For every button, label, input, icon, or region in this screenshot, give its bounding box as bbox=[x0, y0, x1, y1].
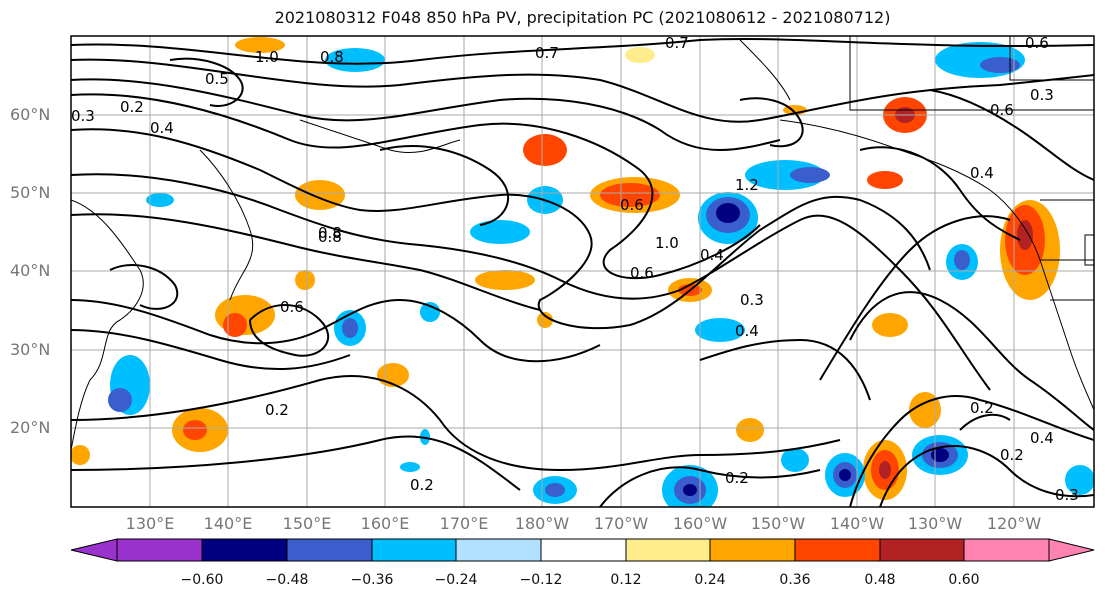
colorbar-low-extend bbox=[70, 538, 118, 562]
colorbar-swatch bbox=[540, 538, 627, 562]
lon-label: 160°E bbox=[360, 514, 410, 533]
lon-label: 150°E bbox=[282, 514, 332, 533]
contour-label: 0.2 bbox=[725, 469, 749, 487]
contour-label: 0.4 bbox=[735, 322, 759, 340]
contour-label: 0.4 bbox=[150, 119, 174, 137]
contour-label: 0.6 bbox=[620, 196, 644, 214]
colorbar-swatch bbox=[879, 538, 965, 562]
colorbar-swatch bbox=[286, 538, 373, 562]
graticule bbox=[71, 36, 1094, 507]
colorbar-tick-label: 0.48 bbox=[864, 572, 896, 588]
lon-label: 120°W bbox=[986, 514, 1042, 533]
colorbar-swatch bbox=[201, 538, 288, 562]
lon-label: 130°W bbox=[907, 514, 963, 533]
colorbar-swatch bbox=[455, 538, 542, 562]
lon-label: 140°W bbox=[829, 514, 885, 533]
contour-label: 0.3 bbox=[1055, 486, 1079, 504]
colorbar-swatch bbox=[116, 538, 203, 562]
contour-label: 0.4 bbox=[970, 164, 994, 182]
contour-label: 0.6 bbox=[990, 101, 1014, 119]
contour-label: 0.8 bbox=[320, 48, 344, 66]
contour-label: 0.4 bbox=[1030, 429, 1054, 447]
colorbar-high-extend bbox=[1048, 538, 1095, 562]
lon-label: 130°E bbox=[125, 514, 175, 533]
contour-label: 0.4 bbox=[700, 246, 724, 264]
colorbar-tick-label: −0.60 bbox=[180, 572, 224, 588]
contour-label: 0.6 bbox=[630, 264, 654, 282]
contour-label: 0.2 bbox=[120, 98, 144, 116]
colorbar-tick-label: 0.12 bbox=[610, 572, 642, 588]
lon-label: 150°W bbox=[750, 514, 806, 533]
lat-label: 50°N bbox=[10, 183, 51, 202]
lon-label: 170°E bbox=[439, 514, 489, 533]
contour-label: 0.8 bbox=[318, 224, 342, 242]
colorbar-tick-label: 0.60 bbox=[948, 572, 980, 588]
contour-label: 1.2 bbox=[735, 176, 759, 194]
coastlines bbox=[71, 36, 1094, 451]
colorbar-tick-label: −0.36 bbox=[350, 572, 394, 588]
contour-label: 0.2 bbox=[410, 476, 434, 494]
contour-label: 0.2 bbox=[265, 401, 289, 419]
colorbar-swatch bbox=[371, 538, 457, 562]
contour-label: 0.8 bbox=[318, 228, 342, 246]
contour-label: 0.3 bbox=[71, 107, 95, 125]
contour-label: 1.0 bbox=[655, 234, 679, 252]
colorbar-swatch bbox=[794, 538, 881, 562]
contour-label-group: 0.2 0.3 0.4 0.5 0.6 0.7 0.8 1.0 1.2 0.2 … bbox=[71, 34, 1079, 504]
colorbar-tick-label: −0.24 bbox=[434, 572, 478, 588]
lon-label: 170°W bbox=[593, 514, 649, 533]
lat-label: 60°N bbox=[10, 105, 51, 124]
colorbar-swatch bbox=[625, 538, 711, 562]
lat-label: 40°N bbox=[10, 261, 51, 280]
contour-label: 0.6 bbox=[280, 298, 304, 316]
colorbar bbox=[70, 538, 1095, 562]
lon-label: 180°W bbox=[514, 514, 570, 533]
colorbar-swatch bbox=[963, 538, 1050, 562]
contour-label: 1.0 bbox=[255, 48, 279, 66]
colorbar-tick-label: 0.36 bbox=[779, 572, 811, 588]
contour-label: 0.3 bbox=[740, 291, 764, 309]
contour-label: 0.3 bbox=[1030, 86, 1054, 104]
colorbar-tick-label: 0.24 bbox=[694, 572, 726, 588]
contour-label: 0.6 bbox=[1025, 34, 1049, 52]
colorbar-tick-label: −0.12 bbox=[519, 572, 563, 588]
plot-frame bbox=[70, 35, 1095, 508]
lat-label: 20°N bbox=[10, 418, 51, 437]
lon-label: 160°W bbox=[672, 514, 728, 533]
colorbar-swatch bbox=[709, 538, 796, 562]
lon-label: 140°E bbox=[203, 514, 253, 533]
contour-label: 0.7 bbox=[535, 44, 559, 62]
map-title: 2021080312 F048 850 hPa PV, precipitatio… bbox=[274, 8, 891, 27]
contour-label: 0.2 bbox=[1000, 446, 1024, 464]
colorbar-tick-label: −0.48 bbox=[265, 572, 309, 588]
pv-contours bbox=[71, 37, 1094, 507]
contour-label: 0.5 bbox=[205, 70, 229, 88]
contour-label: 0.7 bbox=[665, 34, 689, 52]
contour-label: 0.2 bbox=[970, 399, 994, 417]
lat-label: 30°N bbox=[10, 340, 51, 359]
